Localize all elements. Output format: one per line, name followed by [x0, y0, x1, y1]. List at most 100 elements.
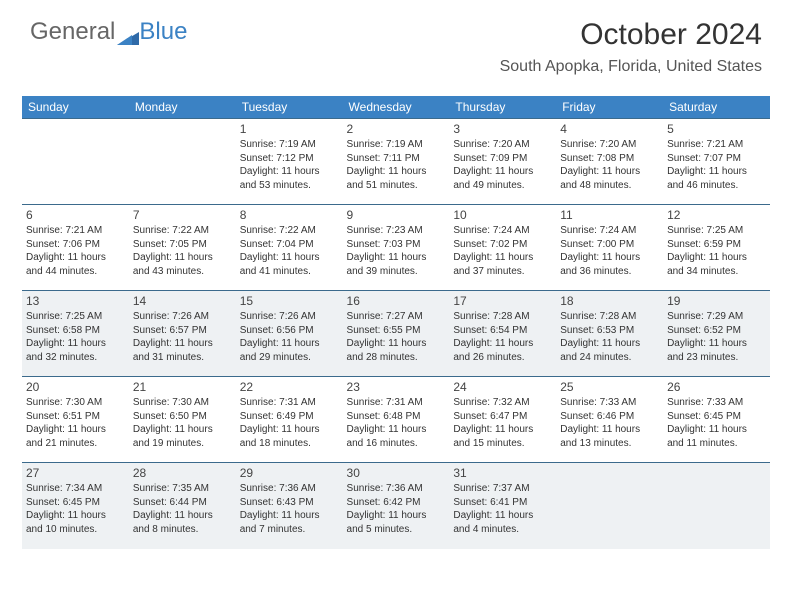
day-number: 15 — [240, 293, 339, 309]
sunset-text: Sunset: 6:48 PM — [347, 410, 446, 424]
day-cell: 30Sunrise: 7:36 AMSunset: 6:42 PMDayligh… — [343, 463, 450, 549]
sunset-text: Sunset: 6:59 PM — [667, 238, 766, 252]
day-number: 10 — [453, 207, 552, 223]
day-cell: 4Sunrise: 7:20 AMSunset: 7:08 PMDaylight… — [556, 119, 663, 205]
daylight1-text: Daylight: 11 hours — [347, 251, 446, 265]
daylight1-text: Daylight: 11 hours — [240, 251, 339, 265]
daylight1-text: Daylight: 11 hours — [453, 337, 552, 351]
daylight1-text: Daylight: 11 hours — [667, 423, 766, 437]
sunrise-text: Sunrise: 7:26 AM — [133, 310, 232, 324]
daylight2-text: and 18 minutes. — [240, 437, 339, 451]
sunset-text: Sunset: 6:54 PM — [453, 324, 552, 338]
sunrise-text: Sunrise: 7:33 AM — [667, 396, 766, 410]
logo: General Blue — [30, 18, 187, 46]
sunset-text: Sunset: 6:58 PM — [26, 324, 125, 338]
day-number: 28 — [133, 465, 232, 481]
daylight2-text: and 11 minutes. — [667, 437, 766, 451]
day-number: 4 — [560, 121, 659, 137]
daylight1-text: Daylight: 11 hours — [240, 165, 339, 179]
daylight2-text: and 32 minutes. — [26, 351, 125, 365]
sunset-text: Sunset: 7:05 PM — [133, 238, 232, 252]
sunset-text: Sunset: 6:53 PM — [560, 324, 659, 338]
daylight2-text: and 46 minutes. — [667, 179, 766, 193]
day-cell: 23Sunrise: 7:31 AMSunset: 6:48 PMDayligh… — [343, 377, 450, 463]
daylight1-text: Daylight: 11 hours — [26, 337, 125, 351]
day-number: 3 — [453, 121, 552, 137]
sunrise-text: Sunrise: 7:25 AM — [667, 224, 766, 238]
sunset-text: Sunset: 7:11 PM — [347, 152, 446, 166]
day-number: 14 — [133, 293, 232, 309]
day-number: 16 — [347, 293, 446, 309]
daylight1-text: Daylight: 11 hours — [667, 337, 766, 351]
daylight1-text: Daylight: 11 hours — [240, 509, 339, 523]
sunrise-text: Sunrise: 7:19 AM — [347, 138, 446, 152]
daylight1-text: Daylight: 11 hours — [453, 509, 552, 523]
sunset-text: Sunset: 6:55 PM — [347, 324, 446, 338]
daylight1-text: Daylight: 11 hours — [347, 165, 446, 179]
day-number: 24 — [453, 379, 552, 395]
day-cell: 13Sunrise: 7:25 AMSunset: 6:58 PMDayligh… — [22, 291, 129, 377]
daylight2-text: and 7 minutes. — [240, 523, 339, 537]
day-number: 30 — [347, 465, 446, 481]
day-number: 31 — [453, 465, 552, 481]
day-cell: 6Sunrise: 7:21 AMSunset: 7:06 PMDaylight… — [22, 205, 129, 291]
sunset-text: Sunset: 6:44 PM — [133, 496, 232, 510]
sunrise-text: Sunrise: 7:31 AM — [347, 396, 446, 410]
daylight2-text: and 43 minutes. — [133, 265, 232, 279]
daylight2-text: and 48 minutes. — [560, 179, 659, 193]
day-cell: 12Sunrise: 7:25 AMSunset: 6:59 PMDayligh… — [663, 205, 770, 291]
daylight1-text: Daylight: 11 hours — [240, 423, 339, 437]
day-cell — [556, 463, 663, 549]
sunset-text: Sunset: 6:41 PM — [453, 496, 552, 510]
sunrise-text: Sunrise: 7:36 AM — [240, 482, 339, 496]
day-number: 27 — [26, 465, 125, 481]
daylight1-text: Daylight: 11 hours — [560, 251, 659, 265]
daylight1-text: Daylight: 11 hours — [133, 423, 232, 437]
daylight2-text: and 36 minutes. — [560, 265, 659, 279]
daylight1-text: Daylight: 11 hours — [667, 165, 766, 179]
daylight2-text: and 16 minutes. — [347, 437, 446, 451]
daylight2-text: and 26 minutes. — [453, 351, 552, 365]
daylight1-text: Daylight: 11 hours — [560, 165, 659, 179]
daylight2-text: and 24 minutes. — [560, 351, 659, 365]
logo-text-2: Blue — [139, 18, 187, 46]
sunrise-text: Sunrise: 7:27 AM — [347, 310, 446, 324]
sunrise-text: Sunrise: 7:30 AM — [26, 396, 125, 410]
daylight1-text: Daylight: 11 hours — [453, 423, 552, 437]
logo-triangle-icon — [117, 24, 139, 40]
sunrise-text: Sunrise: 7:34 AM — [26, 482, 125, 496]
sunrise-text: Sunrise: 7:36 AM — [347, 482, 446, 496]
sunrise-text: Sunrise: 7:24 AM — [560, 224, 659, 238]
sunset-text: Sunset: 7:04 PM — [240, 238, 339, 252]
sunset-text: Sunset: 6:50 PM — [133, 410, 232, 424]
day-cell: 16Sunrise: 7:27 AMSunset: 6:55 PMDayligh… — [343, 291, 450, 377]
daylight2-text: and 21 minutes. — [26, 437, 125, 451]
sunset-text: Sunset: 7:07 PM — [667, 152, 766, 166]
daylight1-text: Daylight: 11 hours — [347, 509, 446, 523]
day-cell: 7Sunrise: 7:22 AMSunset: 7:05 PMDaylight… — [129, 205, 236, 291]
sunset-text: Sunset: 7:06 PM — [26, 238, 125, 252]
week-row: 1Sunrise: 7:19 AMSunset: 7:12 PMDaylight… — [22, 119, 770, 205]
calendar-table: Sunday Monday Tuesday Wednesday Thursday… — [22, 96, 770, 549]
day-cell: 29Sunrise: 7:36 AMSunset: 6:43 PMDayligh… — [236, 463, 343, 549]
sunrise-text: Sunrise: 7:21 AM — [667, 138, 766, 152]
day-number: 6 — [26, 207, 125, 223]
daylight2-text: and 53 minutes. — [240, 179, 339, 193]
logo-text-1: General — [30, 18, 115, 46]
sunrise-text: Sunrise: 7:37 AM — [453, 482, 552, 496]
daylight1-text: Daylight: 11 hours — [26, 251, 125, 265]
daylight1-text: Daylight: 11 hours — [133, 251, 232, 265]
sunrise-text: Sunrise: 7:22 AM — [133, 224, 232, 238]
daylight1-text: Daylight: 11 hours — [347, 423, 446, 437]
day-cell: 2Sunrise: 7:19 AMSunset: 7:11 PMDaylight… — [343, 119, 450, 205]
sunset-text: Sunset: 7:00 PM — [560, 238, 659, 252]
day-number: 17 — [453, 293, 552, 309]
day-cell: 25Sunrise: 7:33 AMSunset: 6:46 PMDayligh… — [556, 377, 663, 463]
day-number: 2 — [347, 121, 446, 137]
sunset-text: Sunset: 6:52 PM — [667, 324, 766, 338]
daylight1-text: Daylight: 11 hours — [26, 509, 125, 523]
daylight2-text: and 34 minutes. — [667, 265, 766, 279]
day-cell: 17Sunrise: 7:28 AMSunset: 6:54 PMDayligh… — [449, 291, 556, 377]
sunset-text: Sunset: 6:51 PM — [26, 410, 125, 424]
day-cell: 5Sunrise: 7:21 AMSunset: 7:07 PMDaylight… — [663, 119, 770, 205]
